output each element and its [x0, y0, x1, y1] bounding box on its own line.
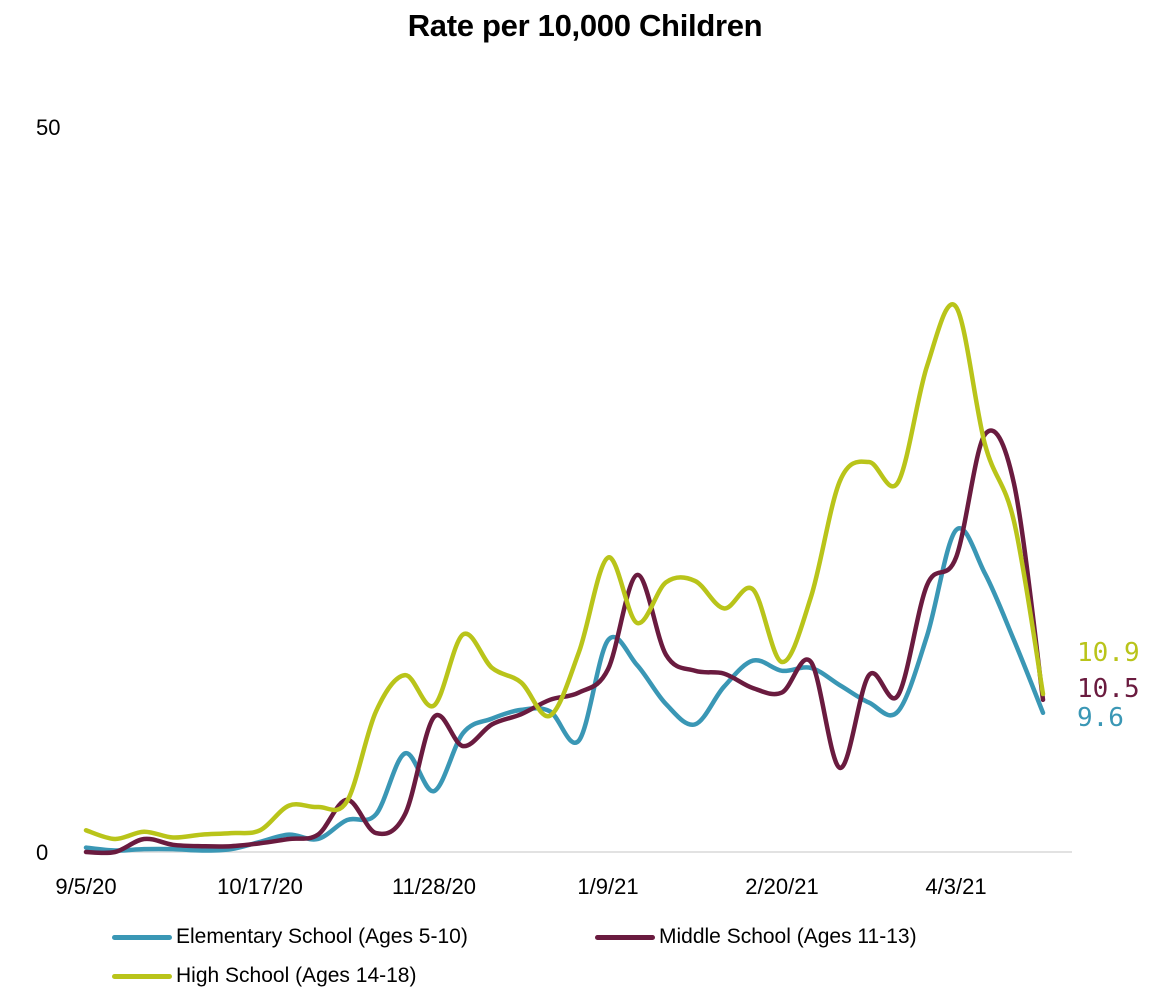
- x-tick-label: 10/17/20: [217, 874, 303, 899]
- series-layer: [83, 302, 1046, 856]
- x-tick-label: 4/3/21: [925, 874, 986, 899]
- labels-layer: 10.9 10.59.6: [1077, 638, 1140, 733]
- legend-item-middle: Middle School (Ages 11-13): [595, 925, 917, 949]
- end-label-elementary: 9.6: [1077, 703, 1124, 733]
- legend-swatch-elementary: [112, 934, 172, 940]
- x-tick-label: 9/5/20: [55, 874, 116, 899]
- x-tick-label: 1/9/21: [577, 874, 638, 899]
- x-tick-label: 2/20/21: [745, 874, 818, 899]
- legend-swatch-high: [112, 973, 172, 979]
- series-line-middle: [83, 428, 1046, 856]
- axes: 0 50 9/5/20 10/17/20 11/28/20 1/9/21 2/20/21 4/…: [36, 115, 1072, 899]
- legend-item-elementary: Elementary School (Ages 5-10): [112, 925, 468, 949]
- legend-label-middle: Middle School (Ages 11-13): [659, 925, 917, 948]
- end-label-middle: 10.5: [1077, 674, 1140, 704]
- y-tick-label: 50: [36, 115, 60, 140]
- y-tick-label: 0: [36, 840, 48, 865]
- legend-label-high: High School (Ages 14-18): [176, 964, 417, 987]
- legend-swatch-middle: [595, 934, 655, 940]
- legend-item-high: High School (Ages 14-18): [112, 964, 416, 988]
- x-tick-label: 11/28/20: [392, 874, 476, 899]
- chart-title: Rate per 10,000 Children: [407, 8, 763, 43]
- legend-label-elementary: Elementary School (Ages 5-10): [176, 925, 468, 948]
- end-label-high: 10.9: [1077, 638, 1140, 668]
- series-line-high: [83, 302, 1046, 842]
